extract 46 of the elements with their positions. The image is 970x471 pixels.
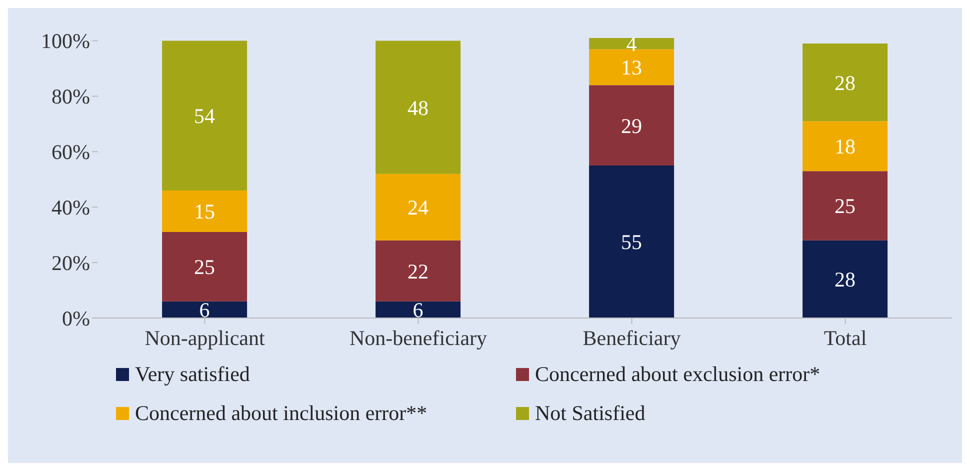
data-label: 13: [621, 56, 642, 80]
bar: [589, 166, 674, 318]
data-label: 25: [834, 194, 856, 218]
x-tick-label: Beneficiary: [582, 326, 682, 350]
data-label: 24: [408, 196, 430, 220]
x-tick-label: Total: [824, 326, 867, 350]
bar: [162, 301, 248, 318]
data-label: 48: [408, 96, 429, 120]
y-tick-label: 20%: [52, 251, 90, 276]
bar: [589, 38, 674, 50]
legend-label: Not Satisfied: [535, 401, 646, 426]
x-tick-label: Non-applicant: [144, 326, 265, 350]
data-label: 15: [194, 200, 216, 224]
data-label: 18: [834, 134, 856, 159]
bar: [162, 40, 248, 190]
data-label: 29: [621, 114, 642, 138]
y-tick-label: 40%: [52, 196, 90, 220]
data-label: 28: [834, 268, 856, 292]
y-tick-label: 60%: [52, 140, 90, 164]
bar: [802, 240, 888, 318]
legend-label: Very satisfied: [135, 362, 250, 387]
data-label: 54: [194, 104, 216, 128]
bar: [376, 240, 461, 302]
data-label: 6: [199, 298, 210, 322]
x-tick-label: Non-beneficiary: [349, 326, 488, 350]
data-label: 28: [834, 70, 856, 95]
data-label: 4: [626, 32, 638, 56]
data-label: 6: [412, 298, 424, 322]
bar: [802, 121, 888, 172]
bar: [589, 49, 674, 86]
bar: [376, 40, 461, 174]
data-label: 25: [194, 255, 216, 280]
bar: [589, 85, 674, 166]
data-label: 22: [408, 259, 429, 284]
bar: [802, 44, 888, 122]
y-tick-label: 80%: [52, 84, 90, 109]
legend-label: Concerned about inclusion error**: [135, 401, 428, 426]
data-label: 55: [621, 230, 642, 254]
y-tick-label: 0%: [62, 306, 90, 330]
bar: [802, 171, 888, 240]
legend-label: Concerned about exclusion error*: [535, 362, 820, 387]
y-tick-label: 100%: [41, 29, 90, 54]
bar: [376, 174, 461, 240]
bar: [162, 190, 248, 232]
bar: [376, 301, 461, 318]
bar: [162, 232, 248, 302]
